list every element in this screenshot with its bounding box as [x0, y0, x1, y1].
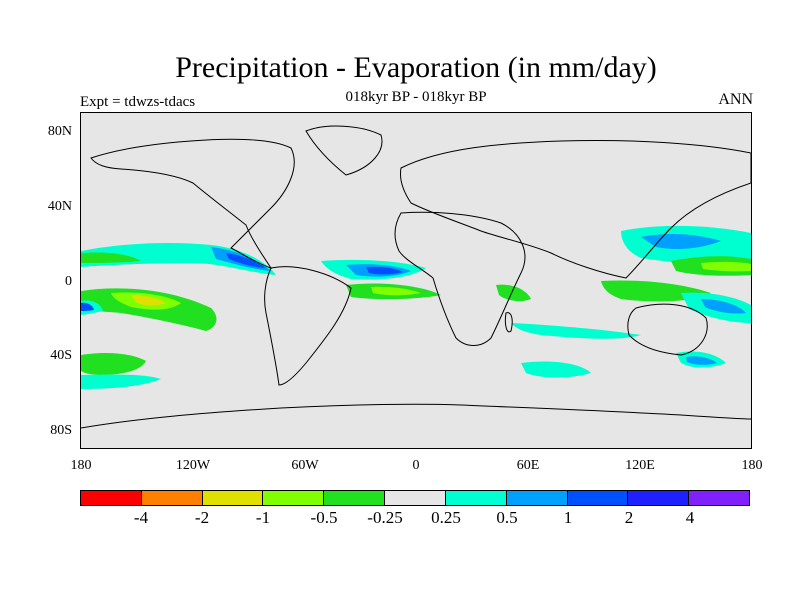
coastline-eurasia	[400, 140, 752, 279]
colorbar-label: 1	[563, 508, 573, 527]
colorbar-box	[385, 491, 446, 505]
colorbar-box	[567, 491, 629, 505]
map-title: Precipitation - Evaporation (in mm/day)	[175, 51, 657, 84]
colorbar-box	[202, 491, 264, 505]
colorbar-label: 0.25	[431, 508, 461, 527]
coastline-north-america	[90, 138, 295, 269]
colorbar-label: -0.5	[310, 508, 338, 527]
colorbar-label: -4	[133, 508, 149, 527]
lat-label-80n: 80N	[47, 124, 72, 139]
p-minus-e-fields	[81, 225, 751, 389]
colorbar-label: 2	[624, 508, 634, 527]
lon-label-120e: 120E	[625, 458, 655, 473]
lat-label-40s: 40S	[50, 348, 72, 363]
coastline-africa	[394, 211, 526, 346]
coastline-australia	[627, 303, 708, 356]
experiment-label: Expt = tdwzs-tdacs	[80, 94, 196, 110]
lon-label-180-west: 180	[70, 458, 92, 473]
lon-label-0: 0	[412, 458, 420, 473]
colorbar-box	[445, 491, 507, 505]
map-panel	[80, 112, 752, 449]
field-west-pacific-blue	[641, 234, 721, 249]
colorbar-label: -1	[255, 508, 271, 527]
ocean-background	[81, 113, 751, 448]
field-indian-cyan	[511, 323, 641, 339]
lat-label-equator: 0	[65, 274, 72, 289]
coastline-antarctica	[80, 403, 752, 429]
lat-label-40n: 40N	[47, 199, 72, 214]
field-southern-ocean-green	[81, 353, 146, 375]
field-tasman-blue	[686, 356, 717, 365]
coastline-south-america	[264, 266, 352, 386]
colorbar-box	[324, 491, 386, 505]
coastline-madagascar	[504, 312, 513, 333]
colorbar-label: -0.25	[367, 508, 403, 527]
colorbar-box	[689, 491, 749, 505]
field-north-pacific-green	[81, 252, 141, 263]
map-canvas	[80, 113, 752, 448]
field-south-pacific-green	[81, 288, 217, 331]
field-west-pacific-yellow	[701, 261, 751, 272]
field-south-indian-cyan	[521, 361, 591, 378]
lat-label-80s: 80S	[50, 423, 72, 438]
colorbar	[80, 490, 750, 506]
field-atlantic-itcz-darkblue	[366, 266, 403, 275]
colorbar-box	[506, 491, 568, 505]
lon-label-60e: 60E	[516, 458, 540, 473]
field-south-pacific-blue	[81, 302, 94, 311]
field-southern-ocean-cyan	[81, 374, 161, 389]
lon-label-180-east: 180	[741, 458, 763, 473]
season-label: ANN	[718, 91, 753, 108]
colorbar-label: 0.5	[496, 508, 518, 527]
field-pacific-itcz-darkblue	[226, 253, 266, 268]
colorbar-label: -2	[194, 508, 210, 527]
colorbar-label: 4	[685, 508, 695, 527]
field-south-atlantic-yellow	[371, 286, 421, 296]
colorbar-box	[81, 491, 142, 505]
field-south-pacific-dry	[131, 295, 166, 306]
coastlines	[80, 125, 752, 429]
map-subtitle: 018kyr BP - 018kyr BP	[345, 89, 487, 105]
colorbar-box	[141, 491, 203, 505]
colorbar-box	[628, 491, 690, 505]
colorbar-box	[263, 491, 325, 505]
lon-label-60w: 60W	[291, 458, 319, 473]
coastline-greenland	[305, 125, 383, 176]
lon-label-120w: 120W	[175, 458, 211, 473]
field-indian-green	[496, 284, 531, 302]
field-maritime-blue	[701, 299, 746, 314]
